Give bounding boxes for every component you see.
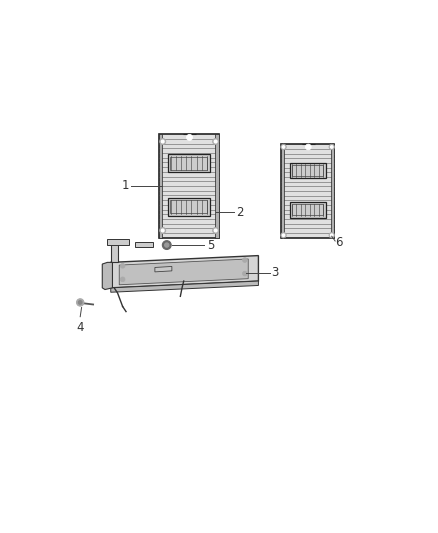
Polygon shape: [102, 262, 113, 289]
Polygon shape: [155, 266, 172, 272]
Polygon shape: [331, 144, 334, 238]
Polygon shape: [290, 163, 325, 179]
Polygon shape: [107, 239, 130, 245]
Circle shape: [120, 277, 125, 282]
Text: 3: 3: [271, 266, 279, 279]
Circle shape: [162, 241, 171, 249]
Polygon shape: [159, 134, 219, 238]
Polygon shape: [168, 198, 210, 215]
Circle shape: [214, 229, 217, 232]
Polygon shape: [119, 259, 248, 285]
Circle shape: [305, 144, 311, 150]
Circle shape: [77, 298, 84, 306]
Text: 2: 2: [237, 206, 244, 219]
Circle shape: [159, 228, 166, 233]
Circle shape: [243, 257, 247, 262]
Circle shape: [78, 301, 82, 304]
Circle shape: [331, 146, 333, 148]
Polygon shape: [111, 256, 258, 288]
Text: 4: 4: [77, 321, 84, 334]
Circle shape: [165, 243, 169, 247]
Circle shape: [283, 234, 285, 237]
Circle shape: [120, 263, 125, 268]
Polygon shape: [215, 134, 219, 238]
Polygon shape: [159, 134, 162, 238]
Circle shape: [212, 139, 219, 144]
Text: 5: 5: [207, 239, 214, 252]
Polygon shape: [168, 155, 210, 172]
Circle shape: [331, 234, 333, 237]
Polygon shape: [290, 202, 325, 217]
Polygon shape: [134, 242, 153, 247]
Circle shape: [161, 229, 164, 232]
Polygon shape: [111, 281, 258, 292]
Circle shape: [187, 134, 192, 140]
Text: 6: 6: [335, 236, 343, 249]
Circle shape: [214, 140, 217, 143]
Polygon shape: [111, 244, 117, 262]
Circle shape: [161, 140, 164, 143]
Circle shape: [243, 271, 247, 276]
Circle shape: [281, 232, 286, 238]
Circle shape: [212, 228, 219, 233]
Circle shape: [159, 139, 166, 144]
Text: 1: 1: [121, 180, 129, 192]
Circle shape: [329, 144, 335, 150]
Circle shape: [281, 144, 286, 150]
Polygon shape: [281, 144, 284, 238]
Circle shape: [283, 146, 285, 148]
Circle shape: [329, 232, 335, 238]
Polygon shape: [281, 144, 334, 238]
